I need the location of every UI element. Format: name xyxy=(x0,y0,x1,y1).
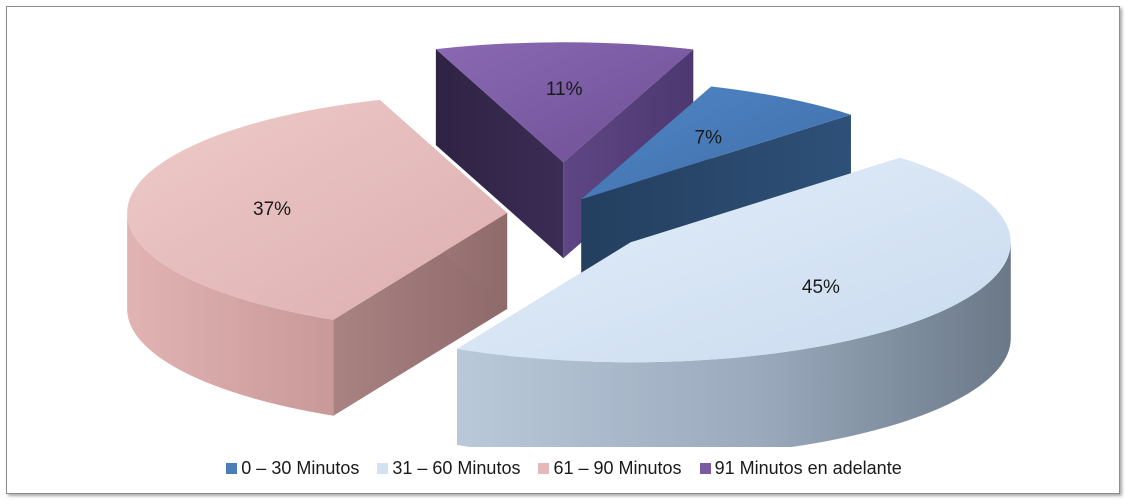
pie-slice-side-61-90 xyxy=(127,212,334,416)
data-label-61-90: 37% xyxy=(253,199,291,220)
pie-slice-side-31-60 xyxy=(457,242,1011,447)
legend-label-91-plus: 91 Minutos en adelante xyxy=(714,458,902,478)
pie-slice-top-61-90 xyxy=(127,99,508,320)
data-label-91-plus: 11% xyxy=(546,79,583,100)
legend: 0 – 30 Minutos 31 – 60 Minutos 61 – 90 M… xyxy=(7,458,1121,479)
pie-slice-top-91-plus xyxy=(435,42,694,163)
pie-chart: 11% 7% 37% 45% xyxy=(127,42,1011,447)
legend-swatch-0-30 xyxy=(226,463,238,474)
legend-label-0-30: 0 – 30 Minutos xyxy=(241,458,360,478)
data-label-0-30: 7% xyxy=(695,128,723,149)
legend-item-61-90: 61 – 90 Minutos xyxy=(538,458,682,479)
pie-slice-61-90 xyxy=(127,99,508,416)
pie-slice-31-60 xyxy=(457,157,1011,447)
legend-label-31-60: 31 – 60 Minutos xyxy=(392,458,521,478)
pie-slice-top-0-30 xyxy=(581,86,851,200)
legend-swatch-91-plus xyxy=(699,463,711,474)
pie-slice-top-31-60 xyxy=(457,157,1011,363)
legend-item-31-60: 31 – 60 Minutos xyxy=(377,458,520,479)
legend-item-91-plus: 91 Minutos en adelante xyxy=(699,458,902,479)
legend-swatch-31-60 xyxy=(377,463,389,474)
legend-item-0-30: 0 – 30 Minutos xyxy=(226,458,359,479)
legend-swatch-61-90 xyxy=(538,463,550,474)
legend-label-61-90: 61 – 90 Minutos xyxy=(553,458,682,478)
pie-slice-wall-start-91-plus xyxy=(435,49,564,259)
data-label-31-60: 45% xyxy=(802,277,840,298)
chart-frame: 11% 7% 37% 45% 0 – 30 Minutos 31 – 60 Minut… xyxy=(6,6,1120,494)
